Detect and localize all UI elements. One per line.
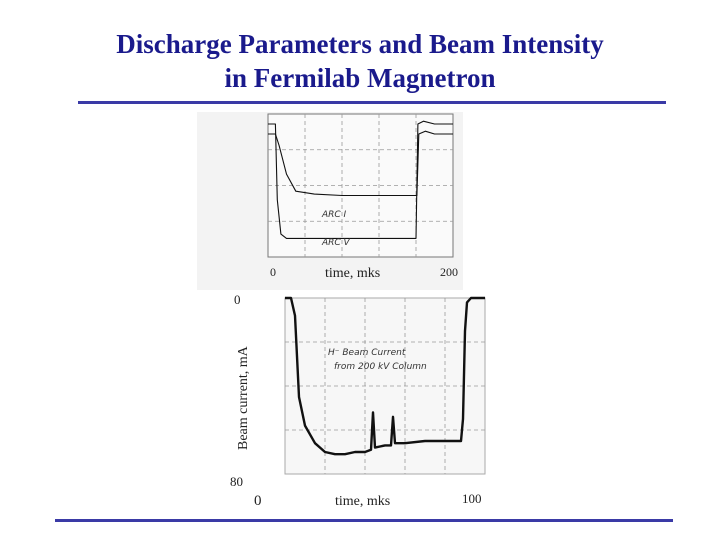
arc-chart: ARC I ARC V 0 time, mks 200 <box>197 112 463 290</box>
beam-chart-y-tick-80: 80 <box>230 474 243 489</box>
beam-chart-x-tick-100: 100 <box>462 491 482 506</box>
arc-chart-series <box>268 120 453 239</box>
arc-chart-x-label: time, mks <box>325 266 380 281</box>
beam-annotation-line-1: H⁻ Beam Current <box>328 348 406 358</box>
page-title-line-1: Discharge Parameters and Beam Intensity <box>116 29 604 59</box>
page-title-line-2: in Fermilab Magnetron <box>224 63 496 93</box>
beam-chart-y-tick-0: 0 <box>234 292 241 307</box>
beam-chart-y-label: Beam current, mA <box>236 345 251 450</box>
beam-chart-x-tick-0: 0 <box>254 493 262 509</box>
beam-chart-x-label: time, mks <box>335 494 390 509</box>
title-underline <box>78 101 666 104</box>
arc-i-annotation: ARC I <box>321 210 347 220</box>
beam-annotation-line-2: from 200 kV Column <box>334 362 427 372</box>
beam-chart-grid <box>285 298 485 474</box>
beam-chart: H⁻ Beam Current from 200 kV Column 0 80 … <box>230 292 486 509</box>
beam-chart-series <box>285 296 485 456</box>
arc-chart-x-tick-0: 0 <box>270 265 276 279</box>
footer-rule <box>55 519 673 522</box>
beam-chart-series-h-beam-current <box>285 296 485 456</box>
arc-chart-series-arc-v <box>268 120 453 239</box>
arc-chart-x-tick-200: 200 <box>440 265 458 279</box>
arc-v-annotation: ARC V <box>321 238 351 248</box>
arc-chart-series-arc-i <box>268 130 453 197</box>
